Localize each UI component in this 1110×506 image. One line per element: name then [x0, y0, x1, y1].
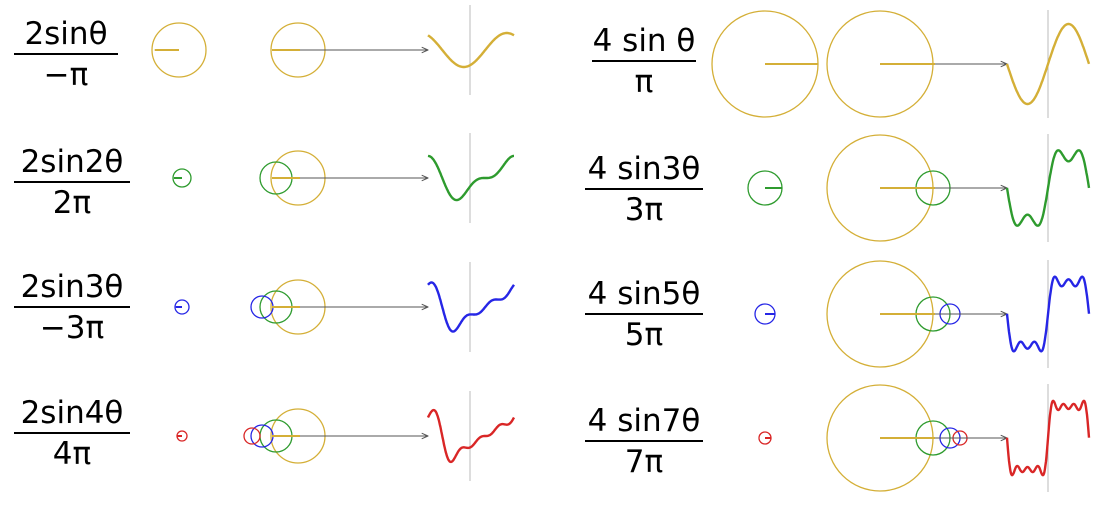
- component-circle-left-2: [172, 168, 192, 188]
- numerator: 4 sin3θ: [587, 151, 701, 187]
- component-circle-left-1: [151, 22, 207, 78]
- waveform-right-2: [1005, 149, 1091, 227]
- denominator: 4π: [52, 436, 92, 472]
- numerator: 4 sin θ: [592, 23, 696, 59]
- fraction-bar: [14, 53, 118, 55]
- waveform-left-2: [427, 154, 515, 202]
- formula-left-1: 2sinθ −π: [14, 17, 118, 92]
- denominator: π: [634, 64, 654, 100]
- waveform-right-4: [1005, 399, 1091, 477]
- numerator: 4 sin7θ: [587, 403, 701, 439]
- numerator: 2sinθ: [24, 16, 108, 52]
- formula-left-3: 2sin3θ −3π: [14, 270, 130, 345]
- waveform-right-3: [1005, 275, 1091, 353]
- fraction-bar: [585, 440, 703, 442]
- fraction-bar: [585, 188, 703, 190]
- denominator: 5π: [624, 317, 664, 353]
- denominator: 3π: [624, 192, 664, 228]
- denominator: −3π: [39, 310, 105, 346]
- formula-right-2: 4 sin3θ 3π: [585, 152, 703, 227]
- formula-right-3: 4 sin5θ 5π: [585, 277, 703, 352]
- waveform-left-4: [426, 408, 516, 464]
- numerator: 2sin4θ: [20, 395, 124, 431]
- numerator: 4 sin5θ: [587, 276, 701, 312]
- formula-right-4: 4 sin7θ 7π: [585, 404, 703, 479]
- formula-left-2: 2sin2θ 2π: [14, 145, 130, 220]
- component-circle-left-4: [176, 430, 188, 442]
- fraction-bar: [14, 181, 130, 183]
- denominator: 7π: [624, 444, 664, 480]
- waveform-left-3: [427, 281, 515, 333]
- numerator: 2sin2θ: [20, 144, 124, 180]
- component-circle-left-3: [174, 299, 190, 315]
- denominator: 2π: [52, 185, 92, 221]
- formula-right-1: 4 sin θ π: [592, 24, 696, 99]
- waveform-left-1: [427, 31, 515, 69]
- waveform-right-1: [1005, 22, 1091, 106]
- numerator: 2sin3θ: [20, 269, 124, 305]
- denominator: −π: [43, 57, 89, 93]
- epicycle-left-4-4: [243, 427, 261, 445]
- formula-left-4: 2sin4θ 4π: [14, 396, 130, 471]
- fraction-bar: [14, 432, 130, 434]
- fraction-bar: [14, 306, 130, 308]
- fraction-bar: [585, 313, 703, 315]
- fraction-bar: [592, 60, 696, 62]
